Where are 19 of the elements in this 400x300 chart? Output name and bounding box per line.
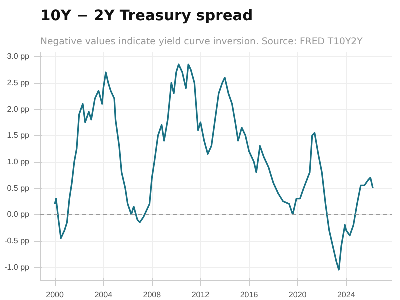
- chart-subtitle: Negative values indicate yield curve inversion. Source: FRED T10Y2Y: [40, 36, 364, 48]
- x-tick-label: 2020: [288, 290, 308, 300]
- y-tick-label: -1.0 pp: [4, 262, 30, 272]
- x-tick-label: 2008: [143, 290, 162, 300]
- y-tick-label: 1.5 pp: [7, 131, 30, 140]
- y-tick-label: 2.5 pp: [7, 78, 30, 88]
- y-tick-label: 3.0 pp: [7, 52, 30, 62]
- x-tick-label: 2004: [94, 290, 114, 300]
- x-tick-label: 2016: [240, 290, 259, 300]
- x-tick-label: 2024: [337, 290, 356, 300]
- x-tick-label: 2000: [46, 290, 65, 300]
- y-tick-label: 1.0 pp: [7, 158, 30, 167]
- y-tick-label: 2.0 pp: [7, 104, 30, 114]
- x-tick-label: 2012: [192, 290, 210, 300]
- y-tick-label: 0.5 pp: [7, 184, 30, 193]
- line-series: [54, 64, 374, 271]
- y-tick-label: 0.0 pp: [7, 210, 30, 220]
- y-tick-label: -0.5 pp: [4, 236, 30, 246]
- chart-title: 10Y − 2Y Treasury spread: [40, 8, 254, 24]
